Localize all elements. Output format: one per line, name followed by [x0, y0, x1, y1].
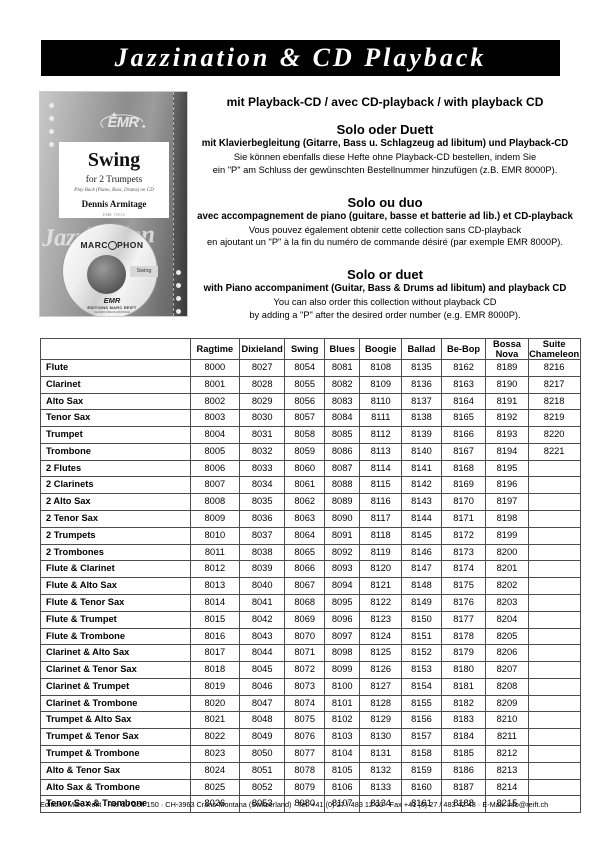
svg-text:✦: ✦ [111, 110, 119, 120]
svg-text:✦: ✦ [141, 123, 147, 131]
